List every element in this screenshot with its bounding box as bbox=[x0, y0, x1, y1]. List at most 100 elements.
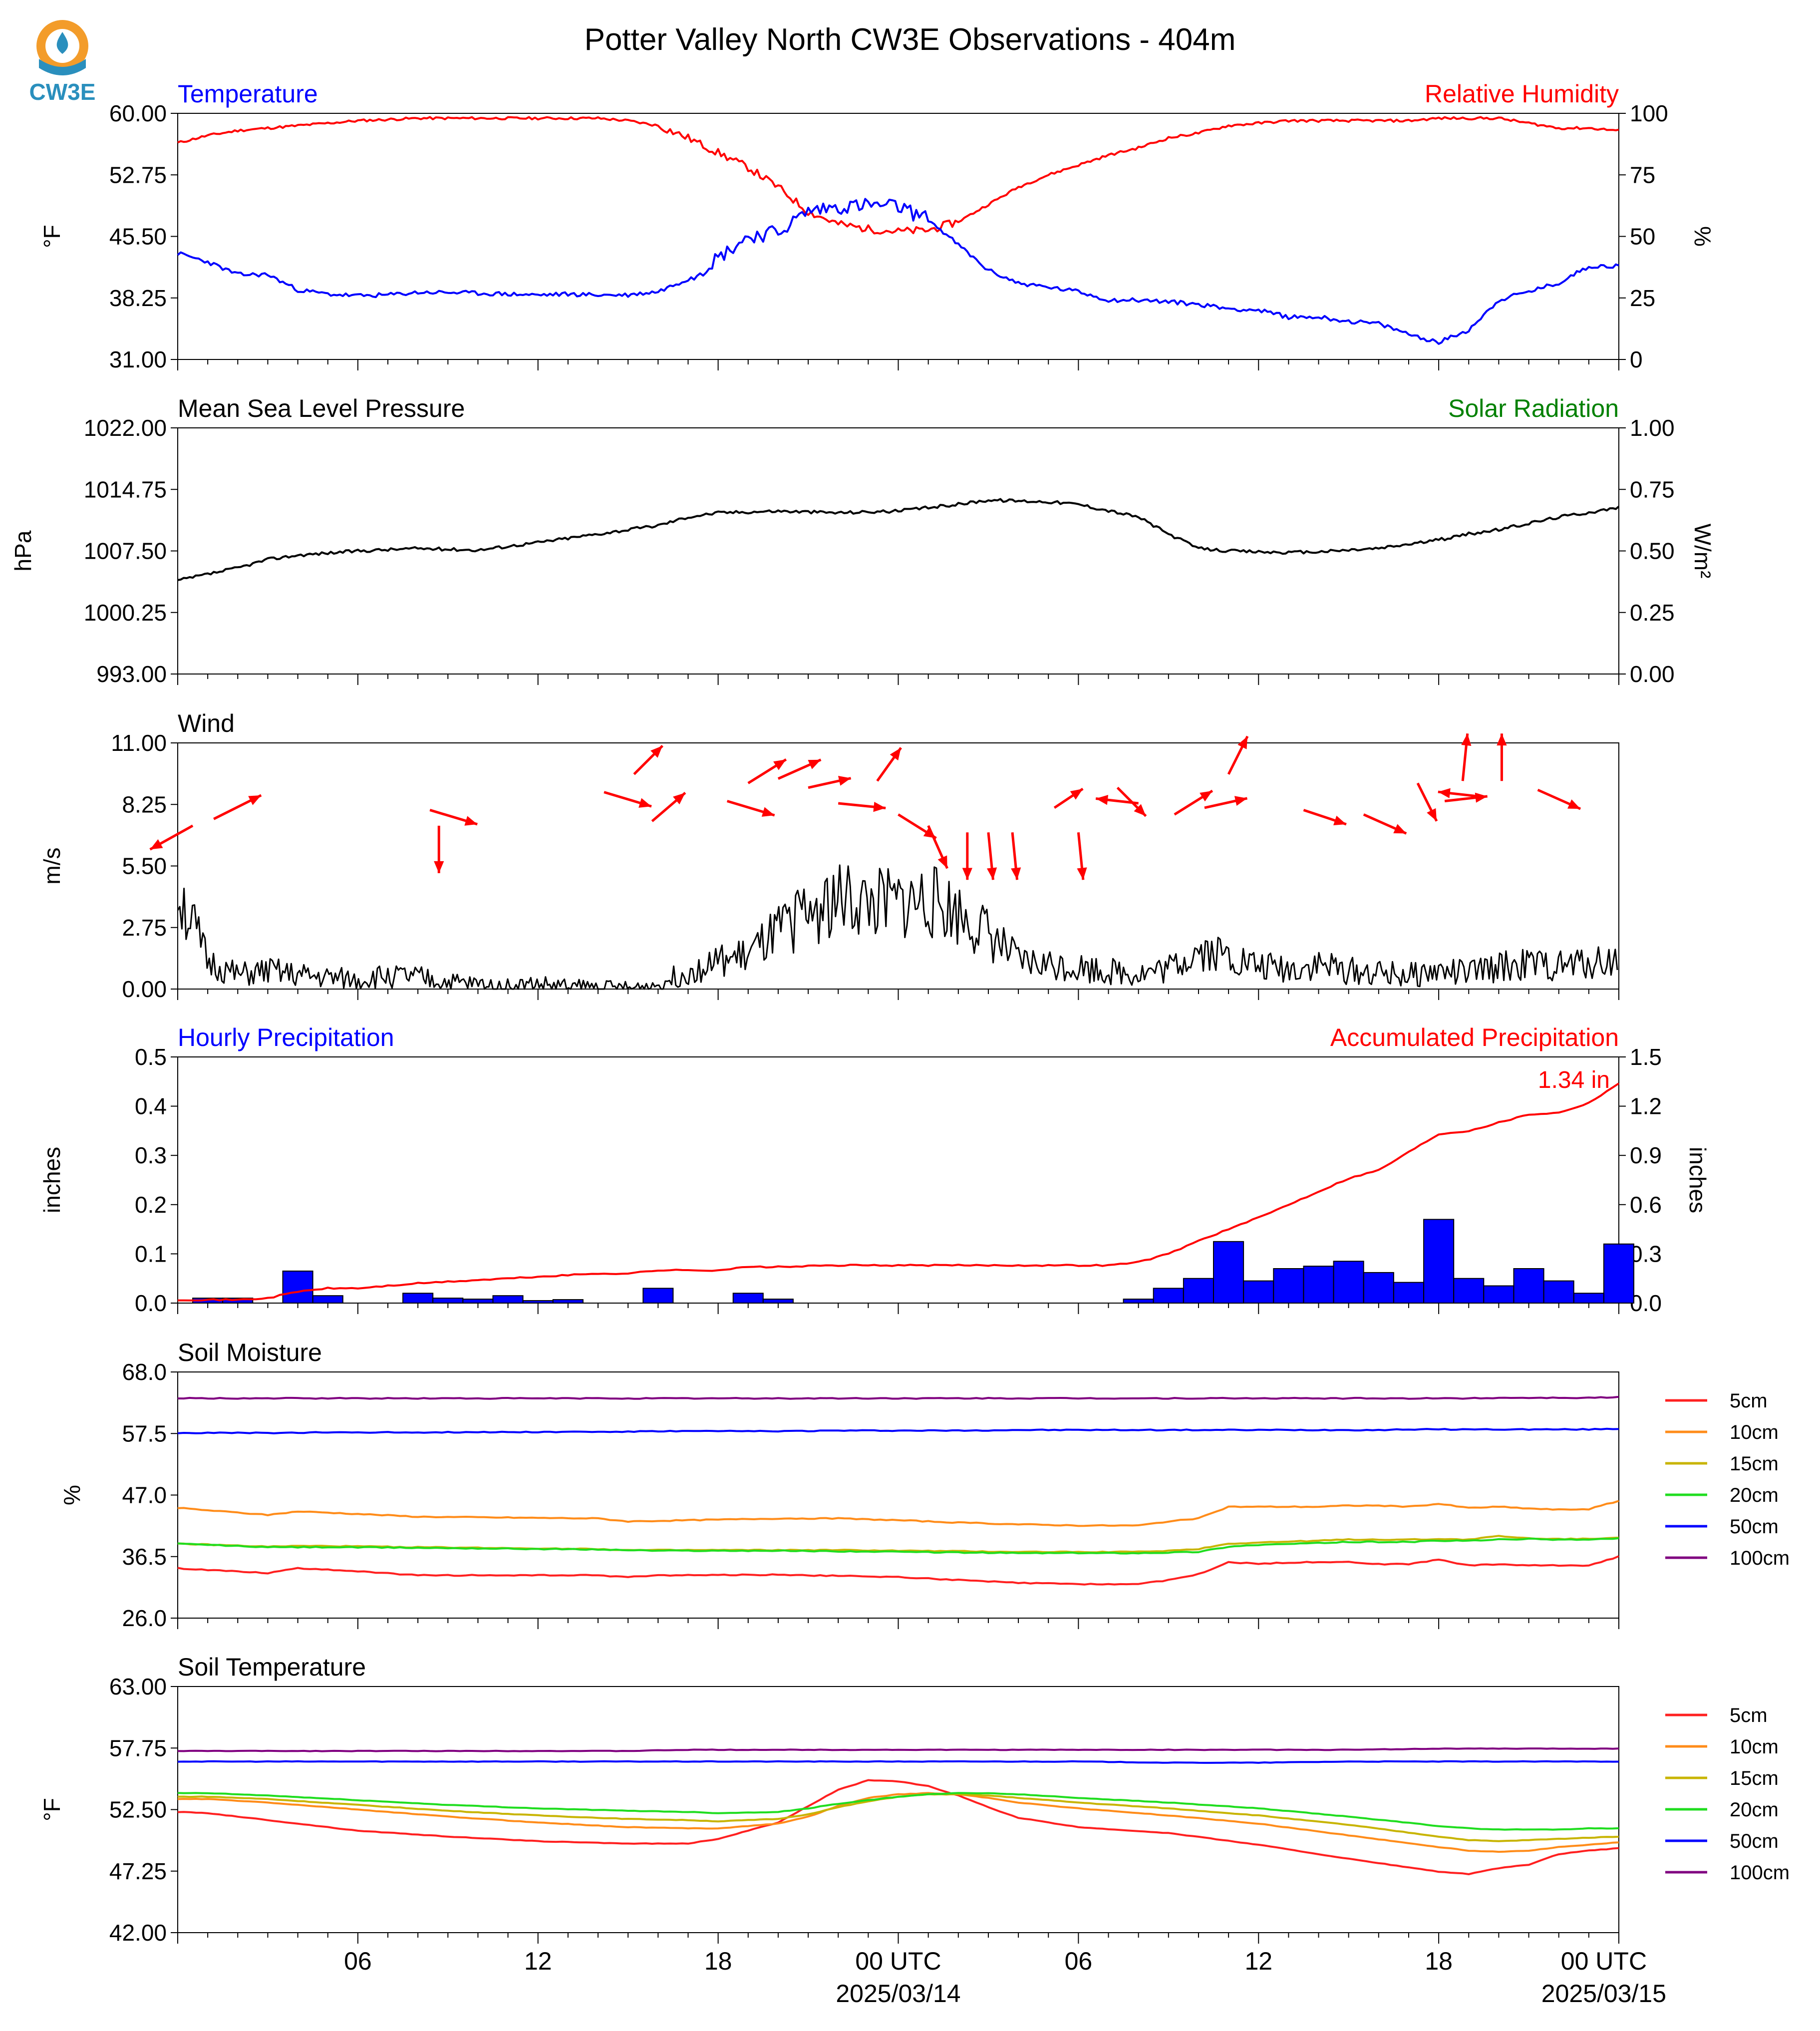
y-tick-label-right: 0 bbox=[1630, 346, 1643, 372]
precip-bar bbox=[1153, 1288, 1184, 1304]
precip-bar bbox=[552, 1299, 584, 1304]
wind-arrow-head bbox=[1237, 736, 1248, 749]
wind-arrow-head bbox=[1438, 788, 1451, 798]
plot-frame bbox=[177, 427, 1619, 675]
precip-bar bbox=[1543, 1280, 1574, 1304]
x-tick-label: 00 UTC bbox=[855, 1947, 941, 1975]
y-tick-label: 36.5 bbox=[122, 1544, 167, 1570]
panel-right-label: Accumulated Precipitation bbox=[1330, 1023, 1619, 1051]
y-tick-label-right: 0.00 bbox=[1630, 661, 1675, 687]
y-tick-label: 31.00 bbox=[109, 346, 167, 372]
plot-frame bbox=[177, 113, 1619, 360]
temperature-line bbox=[177, 198, 1619, 345]
wind-arrow-head bbox=[1134, 804, 1146, 816]
wind-arrow-head bbox=[1200, 790, 1213, 802]
wind-arrow-head bbox=[1427, 808, 1437, 821]
panel-right-label: Relative Humidity bbox=[1425, 80, 1619, 108]
precip-bar bbox=[1333, 1261, 1364, 1304]
wind-arrow-head bbox=[890, 747, 901, 761]
series-line-100cm bbox=[177, 1747, 1619, 1752]
panel-wind: 11.00 8.25 5.50 2.75 0.00 Wind m/s bbox=[39, 709, 1619, 1002]
wind-arrow-head bbox=[1567, 799, 1581, 809]
wind-arrow-head bbox=[873, 802, 886, 812]
legend-label: 5cm bbox=[1730, 1390, 1768, 1412]
legend-label: 50cm bbox=[1730, 1830, 1779, 1852]
y-axis-label: °F bbox=[39, 1798, 65, 1821]
y-tick-label: 1022.00 bbox=[84, 415, 167, 441]
series-line-5cm bbox=[177, 1779, 1619, 1875]
wind-arrow-head bbox=[434, 861, 444, 873]
wind-arrow-head bbox=[150, 839, 163, 850]
precip-bar bbox=[732, 1293, 764, 1304]
panel-left-label: Soil Temperature bbox=[178, 1653, 366, 1681]
y-tick-label-right: 100 bbox=[1630, 100, 1668, 126]
plot-frame bbox=[177, 1686, 1619, 1933]
series-line-10cm bbox=[177, 1792, 1619, 1853]
cw3e-logo: CW3E bbox=[29, 20, 95, 105]
precip-bar bbox=[1273, 1268, 1304, 1304]
precip-bar bbox=[462, 1299, 494, 1304]
y-axis-label: hPa bbox=[10, 530, 36, 571]
plot-frame bbox=[177, 1056, 1619, 1304]
wind-arrow-head bbox=[650, 745, 663, 758]
y-tick-label-right: 0.50 bbox=[1630, 538, 1675, 564]
legend-label: 15cm bbox=[1730, 1453, 1779, 1475]
y-tick-label: 0.0 bbox=[135, 1290, 167, 1316]
y-tick-label: 63.00 bbox=[109, 1674, 167, 1699]
legend: 5cm 10cm 15cm 20cm 50cm 100cm bbox=[1665, 1704, 1790, 1884]
wind-arrow-head bbox=[248, 795, 262, 805]
precip-bar bbox=[1603, 1243, 1634, 1304]
x-axis-labels: 06 12 18 00 UTC 06 12 18 00 UTC 2025/03/14 2025/0… bbox=[344, 1947, 1666, 2008]
y-tick-label: 5.50 bbox=[122, 853, 167, 879]
y-tick-label-right: 75 bbox=[1630, 162, 1655, 188]
wind-arrow-head bbox=[1096, 795, 1109, 805]
panel-pressure: 1022.00 1014.75 1007.50 1000.25 993.00 1.00 0.… bbox=[10, 394, 1716, 687]
series-line-100cm bbox=[177, 1395, 1619, 1400]
y-tick-label: 0.2 bbox=[135, 1192, 167, 1218]
legend-label: 5cm bbox=[1730, 1704, 1768, 1726]
y-tick-label-right: 1.2 bbox=[1630, 1093, 1662, 1119]
y-tick-label: 0.1 bbox=[135, 1241, 167, 1267]
legend-label: 100cm bbox=[1730, 1862, 1790, 1884]
precip-bar bbox=[1453, 1278, 1485, 1304]
series-line-10cm bbox=[177, 1500, 1619, 1527]
y-tick-label-right: 1.5 bbox=[1630, 1044, 1662, 1070]
y-tick-label: 52.75 bbox=[109, 162, 167, 188]
panels: 60.00 52.75 45.50 38.25 31.00 100 75 50 25 0 Tempe… bbox=[10, 80, 1790, 2008]
y-tick-label: 45.50 bbox=[109, 224, 167, 250]
panel-left-label: Temperature bbox=[178, 80, 318, 108]
panel-soil_moisture: 68.0 57.5 47.0 36.5 26.0 Soil Moisture% 5cm 10c… bbox=[59, 1339, 1790, 1631]
y-axis-label: m/s bbox=[39, 847, 65, 884]
wind-arrow-head bbox=[1077, 867, 1087, 880]
panel-temp_rh: 60.00 52.75 45.50 38.25 31.00 100 75 50 25 0 Tempe… bbox=[39, 80, 1716, 372]
logo-drop-icon bbox=[56, 32, 68, 54]
legend-label: 50cm bbox=[1730, 1516, 1779, 1538]
panel-left-label: Soil Moisture bbox=[178, 1339, 322, 1366]
x-tick-label: 00 UTC bbox=[1561, 1947, 1647, 1975]
wind-arrow-head bbox=[1461, 733, 1472, 746]
panel-right-label: Solar Radiation bbox=[1448, 394, 1619, 422]
wind-arrow-head bbox=[1011, 867, 1021, 880]
wind-arrow-head bbox=[838, 775, 851, 786]
wind-arrow-head bbox=[1070, 788, 1083, 800]
series-line-50cm bbox=[177, 1427, 1619, 1434]
y-tick-label-right: 50 bbox=[1630, 224, 1655, 250]
plot-frame bbox=[177, 1371, 1619, 1619]
y-tick-label-right: 0.3 bbox=[1630, 1241, 1662, 1267]
precip-bar bbox=[522, 1300, 554, 1304]
series-line-20cm bbox=[177, 1792, 1619, 1831]
y-tick-label: 68.0 bbox=[122, 1359, 167, 1385]
y-tick-label: 2.75 bbox=[122, 915, 167, 941]
y-tick-label: 57.75 bbox=[109, 1735, 167, 1761]
wind-arrow-head bbox=[761, 807, 775, 817]
wind-arrow-head bbox=[1234, 796, 1247, 806]
y-axis-label-right: % bbox=[1690, 226, 1716, 247]
wind-arrow-head bbox=[638, 798, 652, 808]
x-tick-label: 18 bbox=[704, 1947, 732, 1975]
wind-arrow-head bbox=[673, 792, 685, 805]
y-tick-label: 11.00 bbox=[111, 730, 167, 756]
precip-bar bbox=[1123, 1299, 1154, 1304]
y-tick-label-right: 0.9 bbox=[1630, 1142, 1662, 1168]
